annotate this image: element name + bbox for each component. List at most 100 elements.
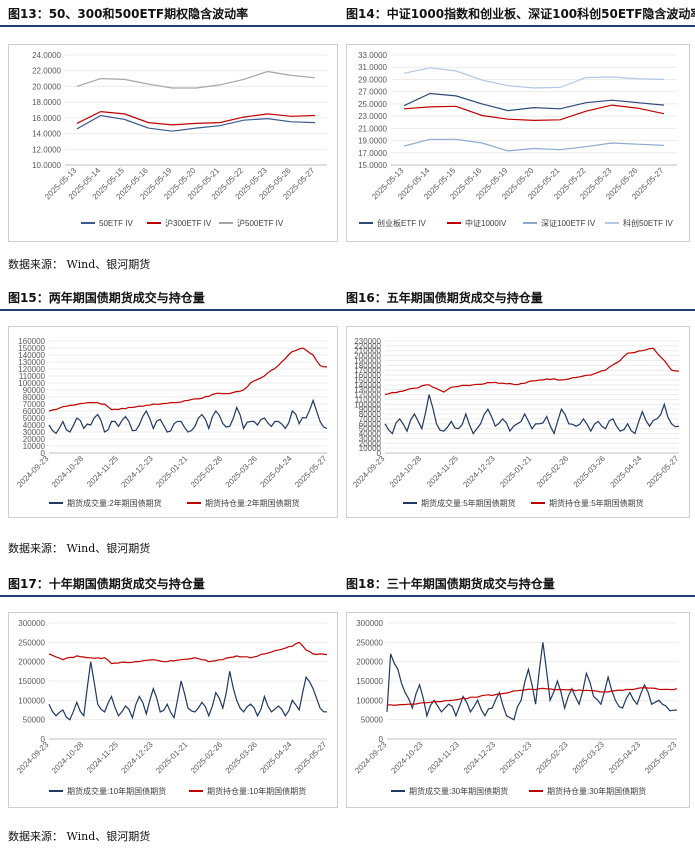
y-tick-label: 80000 <box>23 393 46 402</box>
x-tick-label: 2025-04-23 <box>607 740 643 776</box>
legend-label: 科创50ETF IV <box>623 218 673 228</box>
y-tick-label: 90000 <box>23 386 46 395</box>
y-tick-label: 0 <box>41 449 46 458</box>
y-tick-label: 250000 <box>356 638 383 647</box>
y-tick-label: 0 <box>379 735 384 744</box>
data-source-note: 数据来源： Wind、银河期货 <box>8 258 151 271</box>
y-tick-label: 190000 <box>354 356 381 365</box>
y-tick-label: 33.0000 <box>358 51 387 60</box>
x-tick-label: 2025-02-26 <box>189 454 225 490</box>
y-tick-label: 10.0000 <box>32 161 61 170</box>
y-tick-label: 100000 <box>354 400 381 409</box>
x-tick-label: 2025-05-27 <box>293 740 329 776</box>
y-tick-label: 50000 <box>23 716 46 725</box>
y-tick-label: 80000 <box>359 410 382 419</box>
series-line <box>384 394 680 436</box>
y-tick-label: 21.0000 <box>358 124 387 133</box>
data-source-note: 数据来源： Wind、银河期货 <box>8 542 151 555</box>
series-line <box>48 347 328 412</box>
legend-label: 50ETF IV <box>99 219 133 228</box>
x-tick-label: 2024-12-23 <box>461 454 497 490</box>
x-tick-label: 2024-12-23 <box>119 454 155 490</box>
legend-label: 期货成交量:30年期国债期货 <box>409 786 508 796</box>
series-line <box>76 114 316 132</box>
x-tick-label: 2025-04-24 <box>608 454 644 490</box>
x-tick-label: 2024-09-23 <box>351 454 387 490</box>
y-tick-label: 110000 <box>355 395 382 404</box>
y-tick-label: 20000 <box>359 439 382 448</box>
y-tick-label: 140000 <box>18 351 45 360</box>
x-tick-label: 2024-11-25 <box>85 454 120 489</box>
y-tick-label: 180000 <box>354 361 381 370</box>
y-tick-label: 29.0000 <box>358 75 387 84</box>
y-tick-label: 200000 <box>18 658 45 667</box>
x-tick-label: 2025-03-26 <box>224 740 260 776</box>
y-tick-label: 210000 <box>354 347 381 356</box>
y-tick-label: 160000 <box>18 337 45 346</box>
x-tick-label: 2024-09-23 <box>353 740 389 776</box>
y-tick-label: 17.0000 <box>358 149 387 158</box>
x-tick-label: 2025-05-27 <box>293 454 329 490</box>
legend-label: 中证1000IV <box>465 218 507 228</box>
x-tick-label: 2025-04-24 <box>258 454 294 490</box>
y-tick-label: 150000 <box>18 344 45 353</box>
x-tick-label: 2025-03-26 <box>224 454 260 490</box>
x-tick-label: 2025-01-21 <box>154 454 190 490</box>
caption-rule <box>0 309 695 311</box>
series-line <box>386 642 678 721</box>
legend-label: 期货成交量:10年期国债期货 <box>67 786 166 796</box>
x-tick-label: 2025-01-21 <box>498 454 534 490</box>
legend-label: 期货成交量:2年期国债期货 <box>67 498 162 508</box>
data-source-note: 数据来源： Wind、银河期货 <box>8 830 151 843</box>
legend-label: 沪300ETF IV <box>165 218 212 228</box>
y-tick-label: 10000 <box>23 442 46 451</box>
figure-15-chart: 0 10000 20000 30000 40000 50000 60000 70000 8000… <box>8 326 338 518</box>
series-line <box>48 661 328 721</box>
legend-label: 期货持仓量:5年期国债期货 <box>549 498 644 508</box>
y-tick-label: 30000 <box>23 428 46 437</box>
y-tick-label: 16.0000 <box>32 114 61 123</box>
y-tick-label: 150000 <box>354 376 381 385</box>
y-tick-label: 27.0000 <box>358 88 387 97</box>
x-tick-label: 2024-10-28 <box>388 454 424 490</box>
legend-label: 期货持仓量:10年期国债期货 <box>207 786 306 796</box>
y-tick-label: 40000 <box>23 421 46 430</box>
legend-label: 期货成交量:5年期国债期货 <box>421 498 516 508</box>
figure-14-caption: 图14：中证1000指数和创业板、深证100科创50ETF隐含波动率 <box>346 7 695 21</box>
legend-label: 创业板ETF IV <box>377 218 427 228</box>
legend-label: 沪500ETF IV <box>237 218 284 228</box>
x-tick-label: 2024-11-23 <box>426 740 461 775</box>
y-tick-label: 50000 <box>23 414 46 423</box>
y-tick-label: 300000 <box>356 619 383 628</box>
x-tick-label: 2025-01-21 <box>154 740 190 776</box>
y-tick-label: 60000 <box>23 407 46 416</box>
series-line <box>403 92 665 112</box>
y-tick-label: 20000 <box>23 435 46 444</box>
legend-label: 期货持仓量:2年期国债期货 <box>205 498 300 508</box>
y-tick-label: 150000 <box>18 677 45 686</box>
figure-17-chart: 0 50000 100000 150000 200000 250000 300000 2024… <box>8 612 338 808</box>
figure-16-chart: 0 10000 20000 30000 40000 50000 60000 70000 8000… <box>346 326 690 518</box>
x-tick-label: 2024-10-23 <box>389 740 425 776</box>
figure-18-chart: 0 50000 100000 150000 200000 250000 300000 2024… <box>346 612 690 808</box>
y-tick-label: 110000 <box>19 372 46 381</box>
figure-17-caption: 图17：十年期国债期货成交与持仓量 <box>8 577 205 591</box>
series-line <box>76 110 316 126</box>
y-tick-label: 0 <box>377 449 382 458</box>
figure-18-caption: 图18：三十年期国债期货成交与持仓量 <box>346 577 555 591</box>
y-tick-label: 140000 <box>354 381 381 390</box>
y-tick-label: 90000 <box>359 405 382 414</box>
legend-label: 期货持仓量:30年期国债期货 <box>547 786 646 796</box>
y-tick-label: 31.0000 <box>358 63 387 72</box>
x-tick-label: 2024-11-25 <box>425 454 460 489</box>
figure-16-caption: 图16：五年期国债期货成交与持仓量 <box>346 291 543 305</box>
y-tick-label: 24.0000 <box>32 51 61 60</box>
y-tick-label: 120000 <box>354 391 381 400</box>
y-tick-label: 0 <box>41 735 46 744</box>
series-line <box>76 70 316 89</box>
y-tick-label: 10000 <box>359 444 382 453</box>
y-tick-label: 40000 <box>359 430 382 439</box>
series-line <box>48 641 328 665</box>
x-tick-label: 2024-12-23 <box>462 740 498 776</box>
x-tick-label: 2025-04-24 <box>258 740 294 776</box>
